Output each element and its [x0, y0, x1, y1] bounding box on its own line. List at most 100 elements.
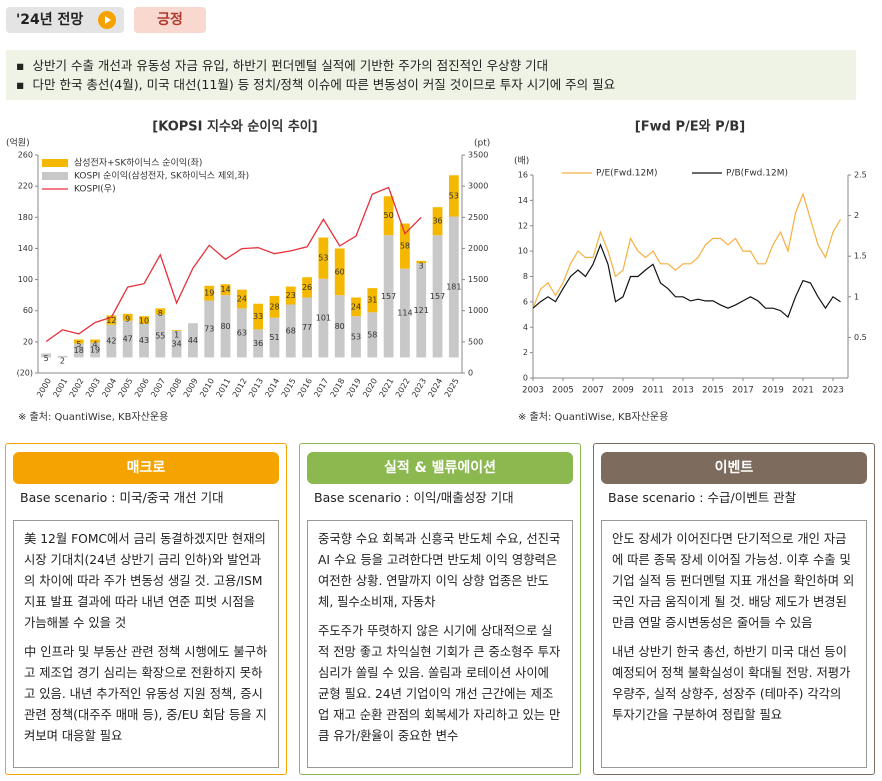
chart-title: [KOPSI 지수와 순이익 추이]: [152, 119, 317, 135]
value-label: 42: [106, 337, 116, 346]
legend-label: P/E(Fwd.12M): [596, 169, 658, 179]
y-tick-label: 6: [523, 297, 528, 306]
x-tick-label: 2022: [394, 377, 412, 399]
value-label: 12: [106, 316, 116, 325]
x-tick-label: 2005: [117, 377, 135, 399]
card-text-box: 美 12월 FOMC에서 금리 동결하겠지만 현재의 시장 기대치(24년 상반…: [13, 520, 279, 768]
y-tick-label: 2: [523, 348, 528, 357]
bar-segment: [334, 248, 345, 296]
y2-tick-label: 500: [468, 337, 483, 346]
bar-segment: [90, 339, 100, 343]
y2-axis-label: (pt): [474, 139, 490, 149]
x-tick-label: 2015: [702, 386, 724, 396]
bar-segment: [269, 317, 280, 358]
value-label: 60: [335, 267, 345, 276]
legend-label: 삼성전자+SK하이닉스 순이익(좌): [74, 157, 202, 169]
bar-segment: [285, 286, 296, 305]
x-tick-label: 2010: [198, 377, 216, 399]
x-tick-label: 2012: [231, 377, 249, 399]
bar-segment: [351, 297, 361, 317]
y2-tick-label: 0.5: [854, 333, 867, 342]
value-label: 63: [237, 328, 247, 337]
value-label: 114: [397, 309, 412, 318]
value-label: 77: [302, 323, 312, 332]
header-tag: 긍정: [134, 7, 206, 33]
y-tick-label: 140: [18, 244, 33, 253]
y2-tick-label: 1500: [468, 275, 488, 284]
bar-segment: [302, 297, 312, 358]
card-title: 이벤트: [601, 452, 867, 484]
value-label: 3: [419, 261, 424, 270]
bar-segment: [171, 330, 182, 358]
card: 이벤트 Base scenario : 수급/이벤트 관찰 안도 장세가 이어진다면…: [593, 443, 875, 775]
legend-label: KOSPI 순이익(삼성전자, SK하이닉스 제외,좌): [74, 170, 249, 182]
bar-segment: [383, 235, 394, 358]
card-paragraph: 내년 상반기 한국 총선, 하반기 미국 대선 등이 예정되어 정책 불확실성이…: [612, 645, 851, 722]
legend-swatch: [42, 159, 68, 167]
bar-segment: [285, 304, 296, 358]
bar-segment: [400, 223, 410, 269]
x-tick-label: 2016: [296, 377, 314, 399]
x-tick-label: 2020: [361, 377, 379, 399]
value-label: 58: [400, 242, 410, 251]
y2-tick-label: 2: [854, 211, 859, 220]
x-tick-label: 2023: [410, 377, 428, 399]
bar-segment: [236, 289, 247, 309]
bar-segment: [253, 329, 264, 358]
y-tick-label: 10: [518, 247, 528, 256]
bar-segment: [220, 284, 231, 296]
value-label: 4: [93, 340, 98, 349]
value-label: 50: [384, 211, 394, 220]
y-tick-label: 20: [23, 337, 33, 346]
bar-segment: [416, 263, 427, 358]
x-tick-label: 2013: [672, 386, 694, 396]
value-label: 36: [432, 217, 442, 226]
value-label: 33: [253, 312, 263, 321]
x-tick-label: 2002: [68, 377, 86, 399]
value-label: 8: [158, 309, 163, 318]
card-scenario: Base scenario : 이익/매출성장 기대: [314, 490, 514, 505]
x-tick-label: 2025: [443, 377, 461, 399]
bar-segment: [139, 323, 149, 358]
value-label: 47: [123, 335, 133, 344]
y2-tick-label: 2500: [468, 213, 488, 222]
y-tick-label: 4: [523, 323, 528, 332]
bar-segment: [318, 278, 329, 358]
value-label: 26: [302, 283, 312, 292]
y-axis-label: (억원): [6, 137, 30, 149]
line: [45, 186, 422, 343]
chart: [KOPSI 지수와 순이익 추이] (억원) (pt) ※ 출처: QuantiWi…: [6, 119, 490, 424]
card-scenario: Base scenario : 수급/이벤트 관찰: [608, 490, 797, 505]
bar-segment: [106, 324, 117, 358]
bar-segment: [302, 277, 312, 298]
x-tick-label: 2011: [214, 377, 232, 399]
x-tick-label: 2008: [166, 377, 184, 399]
x-tick-label: 2015: [280, 377, 298, 399]
value-label: 19: [204, 289, 214, 298]
value-label: 14: [220, 285, 230, 294]
bar-segment: [106, 315, 117, 325]
bar-segment: [171, 330, 182, 331]
card-title: 매크로: [13, 452, 279, 484]
bar-segment: [204, 285, 215, 301]
value-label: 2: [60, 356, 65, 365]
bar-segment: [220, 295, 231, 358]
y2-tick-label: 3000: [468, 182, 488, 191]
value-label: 34: [172, 340, 182, 349]
value-label: 31: [367, 296, 377, 305]
value-label: 18: [74, 346, 84, 355]
legend-label: KOSPI(우): [74, 184, 116, 195]
bar-segment: [188, 323, 198, 358]
bar-segment: [253, 303, 264, 330]
x-tick-label: 2003: [522, 386, 544, 396]
x-tick-label: 2023: [822, 386, 844, 396]
source: ※ 출처: QuantiWise, KB자산운용: [18, 411, 168, 423]
bar-segment: [41, 353, 52, 358]
bullet: 다만 한국 총선(4월), 미국 대선(11월) 등 정치/정책 이슈에 따른 …: [16, 75, 846, 94]
header-tab: '24년 전망: [6, 7, 124, 33]
y-tick-label: 100: [18, 275, 33, 284]
x-tick-label: 2006: [133, 377, 151, 399]
bar-segment: [432, 235, 443, 358]
x-tick-label: 2011: [642, 386, 664, 396]
value-label: 53: [351, 332, 361, 341]
